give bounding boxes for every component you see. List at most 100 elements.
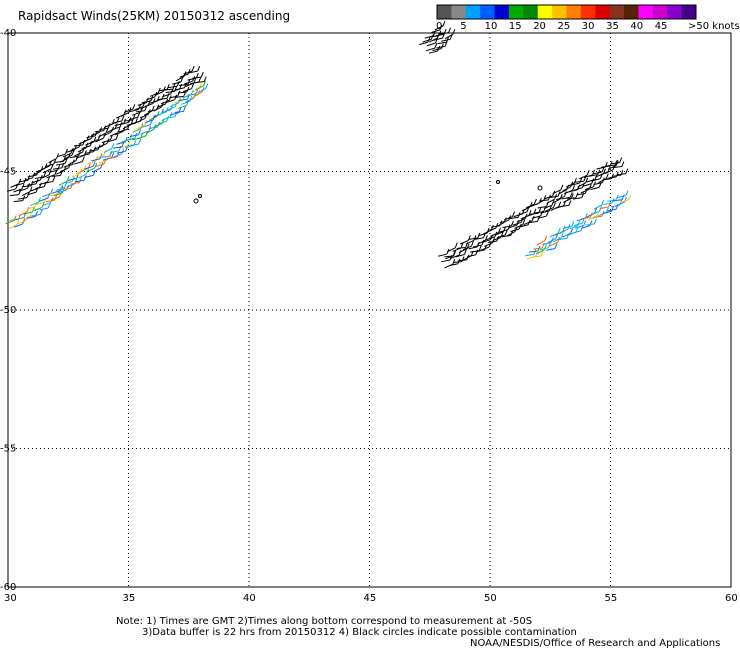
wind-barb xyxy=(536,249,545,255)
x-tick-label: 60 xyxy=(725,593,738,604)
colorbar-label: 35 xyxy=(606,21,619,32)
wind-barb xyxy=(528,250,538,253)
wind-barb xyxy=(120,111,130,117)
wind-barb xyxy=(64,154,73,160)
wind-barb xyxy=(95,163,105,168)
wind-barb xyxy=(85,141,94,146)
wind-barb-flag xyxy=(543,206,547,212)
wind-barb xyxy=(502,225,512,229)
wind-barb-flag xyxy=(116,117,120,123)
wind-barb xyxy=(77,147,87,153)
wind-barb xyxy=(10,183,19,188)
wind-barb xyxy=(56,163,66,166)
wind-barb-flag xyxy=(189,96,193,102)
wind-barb xyxy=(563,197,572,203)
wind-barb xyxy=(474,237,484,240)
wind-barb-flag xyxy=(544,235,548,241)
wind-barb xyxy=(129,143,139,146)
wind-barb xyxy=(616,201,625,207)
wind-barb xyxy=(63,164,73,168)
contamination-circle xyxy=(198,194,202,198)
wind-barb-flag xyxy=(147,109,151,115)
wind-barb xyxy=(584,186,594,191)
wind-barb xyxy=(116,150,126,154)
wind-barb xyxy=(108,156,118,160)
wind-barb xyxy=(499,229,509,233)
wind-barb-flag xyxy=(56,153,60,159)
wind-barb xyxy=(48,158,57,164)
wind-barb xyxy=(137,135,147,140)
wind-barb-flag xyxy=(66,175,70,182)
wind-barb xyxy=(499,219,509,224)
wind-barb-flag xyxy=(31,206,35,213)
wind-barb xyxy=(143,110,153,116)
wind-barb xyxy=(98,142,108,148)
wind-barb xyxy=(56,186,65,191)
wind-barb-flag xyxy=(545,210,549,217)
wind-barb xyxy=(506,231,516,237)
wind-barb xyxy=(195,85,204,91)
wind-barb-flag xyxy=(47,202,51,209)
wind-barb-flag xyxy=(111,143,115,149)
wind-barb xyxy=(145,128,155,134)
wind-barb xyxy=(165,90,175,94)
wind-barb xyxy=(61,187,71,190)
wind-barb xyxy=(126,137,136,141)
x-tick-label: 30 xyxy=(4,593,17,604)
wind-barb xyxy=(434,25,444,31)
wind-barb xyxy=(70,181,80,185)
wind-barb xyxy=(73,144,83,147)
wind-barb xyxy=(35,186,45,189)
wind-speed-colorbar xyxy=(436,4,697,20)
wind-barb xyxy=(604,169,614,175)
wind-barb-flag xyxy=(586,170,590,176)
wind-barb xyxy=(174,110,184,113)
wind-barb xyxy=(189,94,198,100)
wind-barb xyxy=(437,41,447,45)
colorbar-swatch xyxy=(508,5,524,19)
wind-barb xyxy=(581,217,591,220)
wind-barb-flag xyxy=(100,162,104,168)
wind-barb xyxy=(99,127,109,131)
wind-barb xyxy=(475,249,485,253)
contamination-marks xyxy=(193,180,543,204)
wind-barb-flag xyxy=(560,232,564,239)
wind-barb xyxy=(573,187,583,191)
wind-barb-flag xyxy=(498,227,501,233)
wind-barb xyxy=(441,259,451,263)
wind-barb xyxy=(98,159,108,164)
colorbar-swatch xyxy=(652,5,668,19)
wind-barb-flag xyxy=(625,168,629,174)
wind-barb xyxy=(532,255,542,258)
wind-barb xyxy=(547,238,556,244)
wind-barb xyxy=(26,215,36,219)
wind-barb xyxy=(170,102,179,107)
wind-barb-flag xyxy=(166,84,170,90)
contamination-circle xyxy=(537,185,543,191)
wind-barb xyxy=(140,130,149,135)
wind-barb xyxy=(86,167,95,173)
wind-barb-flag xyxy=(597,169,601,175)
wind-barb xyxy=(585,223,595,226)
wind-barb xyxy=(546,198,555,204)
wind-barb xyxy=(433,37,443,41)
wind-barb xyxy=(89,149,99,152)
wind-barb-flag xyxy=(504,229,508,235)
colorbar-swatches xyxy=(436,4,697,20)
wind-barb xyxy=(111,126,121,131)
wind-barb xyxy=(573,222,583,227)
wind-barb xyxy=(58,180,68,186)
wind-barb-flag xyxy=(138,138,142,145)
wind-barb xyxy=(169,95,179,99)
wind-barb xyxy=(606,164,616,167)
wind-barb-flag xyxy=(452,259,456,265)
wind-barb xyxy=(101,139,111,144)
wind-barb xyxy=(65,149,75,153)
wind-barb xyxy=(438,253,447,257)
note-line-2: 3)Data buffer is 22 hrs from 20150312 4)… xyxy=(142,627,577,638)
swath-east-black xyxy=(438,157,629,269)
wind-barb xyxy=(525,253,535,257)
wind-barb xyxy=(24,177,33,182)
wind-barb xyxy=(166,116,176,119)
